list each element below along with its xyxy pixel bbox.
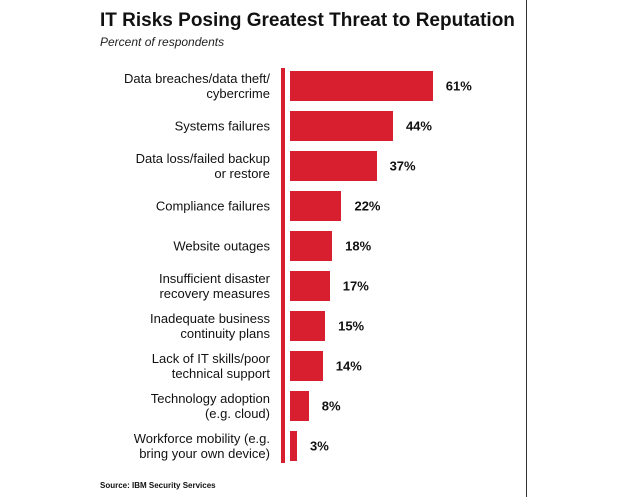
category-label: Inadequate business continuity plans — [150, 311, 270, 341]
bar — [290, 391, 309, 421]
value-label: 8% — [321, 398, 341, 414]
category-label: Data loss/failed backup or restore — [135, 151, 270, 181]
bar — [290, 111, 393, 141]
bar — [290, 271, 330, 301]
value-label: 17% — [342, 278, 369, 294]
category-label: Compliance failures — [155, 198, 270, 214]
value-label: 22% — [354, 198, 381, 214]
value-label: 15% — [338, 318, 365, 334]
category-label: Data breaches/data theft/ cybercrime — [124, 71, 270, 101]
value-label: 61% — [445, 78, 472, 94]
chart-subtitle: Percent of respondents — [100, 35, 225, 49]
category-label: Website outages — [173, 238, 270, 254]
category-label: Lack of IT skills/poor technical support — [151, 351, 270, 381]
category-label: Insufficient disaster recovery measures — [158, 271, 270, 301]
border — [526, 0, 527, 497]
bar — [290, 351, 323, 381]
bar — [290, 151, 377, 181]
chart-title: IT Risks Posing Greatest Threat to Reput… — [100, 10, 515, 31]
bar — [290, 311, 326, 341]
value-label: 44% — [405, 118, 432, 134]
bar — [290, 191, 342, 221]
axis-line — [281, 68, 285, 463]
value-label: 3% — [310, 438, 329, 454]
value-label: 14% — [335, 358, 362, 374]
value-label: 37% — [389, 158, 416, 174]
value-label: 18% — [345, 238, 372, 254]
bar — [290, 431, 298, 461]
category-label: Workforce mobility (e.g. bring your own … — [133, 431, 270, 461]
category-label: Technology adoption (e.g. cloud) — [150, 391, 270, 421]
category-label: Systems failures — [174, 118, 270, 134]
bar — [290, 71, 433, 101]
source-note: Source: IBM Security Services — [100, 481, 216, 490]
bar — [290, 231, 333, 261]
